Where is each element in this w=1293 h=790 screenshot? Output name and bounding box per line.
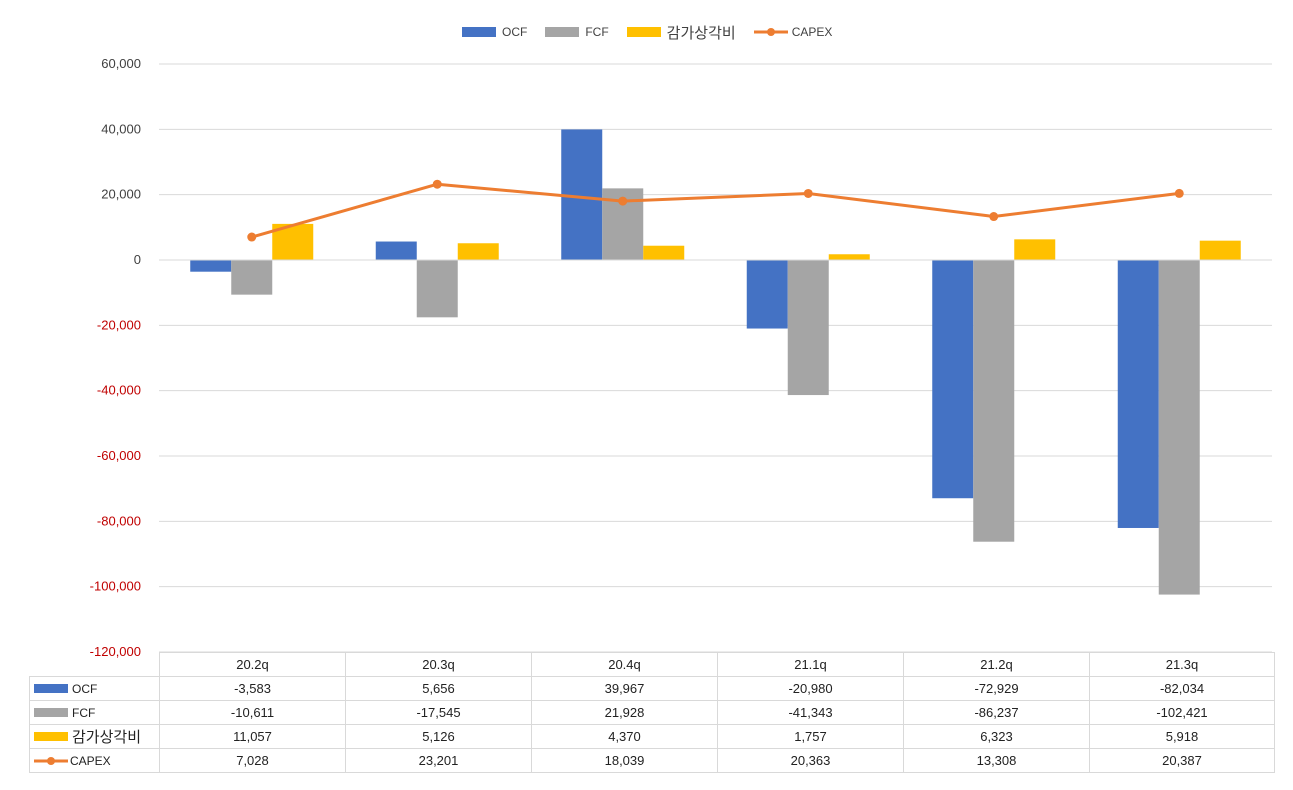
table-row-header: OCF bbox=[29, 676, 160, 701]
y-tick-label: 40,000 bbox=[101, 121, 141, 136]
y-tick-label: -60,000 bbox=[97, 448, 141, 463]
table-category: 20.3q bbox=[345, 652, 532, 677]
table-category: 20.4q bbox=[531, 652, 718, 677]
fcf-bar bbox=[787, 260, 829, 396]
table-cell: 1,757 bbox=[717, 724, 904, 749]
fcf-swatch-icon bbox=[34, 708, 68, 717]
table-cell: -20,980 bbox=[717, 676, 904, 701]
table-row-dep: 감가상각비 11,057 5,126 4,370 1,757 6,323 5,9… bbox=[29, 724, 1275, 749]
ocf-bar bbox=[746, 260, 788, 329]
table-cell: 20,387 bbox=[1089, 748, 1275, 773]
dep-bar bbox=[1014, 239, 1056, 260]
ocf-bar bbox=[190, 260, 232, 272]
dep-bar bbox=[643, 245, 685, 260]
capex-point bbox=[618, 196, 628, 206]
row-label-ocf: OCF bbox=[72, 681, 98, 696]
table-cell: -17,545 bbox=[345, 700, 532, 725]
capex-line bbox=[251, 182, 1180, 239]
legend-label-fcf: FCF bbox=[585, 25, 609, 39]
capex-point bbox=[989, 212, 999, 222]
table-category: 21.2q bbox=[903, 652, 1090, 677]
legend-item-ocf[interactable]: OCF bbox=[462, 25, 527, 39]
y-tick-label: -100,000 bbox=[90, 579, 141, 594]
fcf-bar bbox=[1158, 260, 1200, 595]
ocf-bar bbox=[932, 260, 974, 499]
row-label-dep: 감가상각비 bbox=[72, 729, 142, 746]
fcf-swatch-icon bbox=[545, 27, 580, 37]
table-cell: 5,656 bbox=[345, 676, 532, 701]
table-category: 21.3q bbox=[1089, 652, 1275, 677]
table-category: 21.1q bbox=[717, 652, 904, 677]
capex-point bbox=[247, 232, 257, 242]
ocf-bar bbox=[375, 241, 417, 260]
chart-data-table: 20.2q 20.3q 20.4q 21.1q 21.2q 21.3q OCF … bbox=[29, 652, 1275, 773]
table-cell: 21,928 bbox=[531, 700, 718, 725]
table-cell: 5,918 bbox=[1089, 724, 1275, 749]
capex-point bbox=[1174, 188, 1184, 198]
table-cell: -72,929 bbox=[903, 676, 1090, 701]
capex-line-marker-icon bbox=[753, 28, 788, 36]
table-category: 20.2q bbox=[159, 652, 346, 677]
legend-label-dep: 감가상각비 bbox=[666, 24, 736, 42]
y-tick-label: -20,000 bbox=[97, 317, 141, 332]
y-tick-label: -80,000 bbox=[97, 513, 141, 528]
table-header-row: 20.2q 20.3q 20.4q 21.1q 21.2q 21.3q bbox=[29, 652, 1275, 677]
y-tick-label: 60,000 bbox=[101, 56, 141, 71]
table-cell: 7,028 bbox=[159, 748, 346, 773]
ocf-swatch-icon bbox=[34, 684, 68, 693]
dep-bar bbox=[828, 254, 870, 260]
table-cell: 6,323 bbox=[903, 724, 1090, 749]
row-label-capex: CAPEX bbox=[70, 753, 111, 768]
ocf-bar bbox=[1117, 260, 1159, 528]
table-row-fcf: FCF -10,611 -17,545 21,928 -41,343 -86,2… bbox=[29, 700, 1275, 725]
table-cell: 23,201 bbox=[345, 748, 532, 773]
table-cell: -10,611 bbox=[159, 700, 346, 725]
dep-swatch-icon bbox=[34, 732, 68, 741]
table-row-header: FCF bbox=[29, 700, 160, 725]
chart-legend[interactable]: OCF FCF 감가상각비 CAPEX bbox=[462, 22, 850, 42]
y-tick-label: 20,000 bbox=[101, 187, 141, 202]
ocf-swatch-icon bbox=[462, 27, 496, 37]
fcf-bar bbox=[973, 260, 1015, 542]
y-tick-label: 0 bbox=[134, 252, 141, 267]
fcf-bar bbox=[231, 260, 273, 295]
legend-item-dep[interactable]: 감가상각비 bbox=[626, 22, 736, 43]
table-cell: 13,308 bbox=[903, 748, 1090, 773]
table-cell: -86,237 bbox=[903, 700, 1090, 725]
table-cell: -82,034 bbox=[1089, 676, 1275, 701]
dep-bar bbox=[1199, 240, 1241, 260]
table-cell: 4,370 bbox=[531, 724, 718, 749]
dep-swatch-icon bbox=[626, 27, 661, 37]
y-tick-label: -40,000 bbox=[97, 383, 141, 398]
row-label-fcf: FCF bbox=[72, 705, 96, 720]
table-row-header: CAPEX bbox=[29, 748, 160, 773]
table-row-header: 감가상각비 bbox=[29, 724, 160, 749]
table-cell: 5,126 bbox=[345, 724, 532, 749]
legend-label-capex: CAPEX bbox=[791, 25, 833, 39]
table-row-ocf: OCF -3,583 5,656 39,967 -20,980 -72,929 … bbox=[29, 676, 1275, 701]
table-corner-cell bbox=[29, 652, 160, 677]
table-cell: 39,967 bbox=[531, 676, 718, 701]
capex-point bbox=[803, 188, 813, 198]
fcf-bar bbox=[416, 260, 458, 318]
legend-label-ocf: OCF bbox=[502, 25, 528, 39]
table-cell: -3,583 bbox=[159, 676, 346, 701]
table-cell: 18,039 bbox=[531, 748, 718, 773]
table-cell: -102,421 bbox=[1089, 700, 1275, 725]
capex-line-marker-icon bbox=[34, 756, 68, 765]
table-cell: -41,343 bbox=[717, 700, 904, 725]
legend-item-fcf[interactable]: FCF bbox=[545, 25, 609, 39]
table-row-capex: CAPEX 7,028 23,201 18,039 20,363 13,308 … bbox=[29, 748, 1275, 773]
table-cell: 20,363 bbox=[717, 748, 904, 773]
legend-item-capex[interactable]: CAPEX bbox=[753, 22, 833, 42]
dep-bar bbox=[457, 243, 499, 260]
capex-point bbox=[432, 179, 442, 189]
table-cell: 11,057 bbox=[159, 724, 346, 749]
